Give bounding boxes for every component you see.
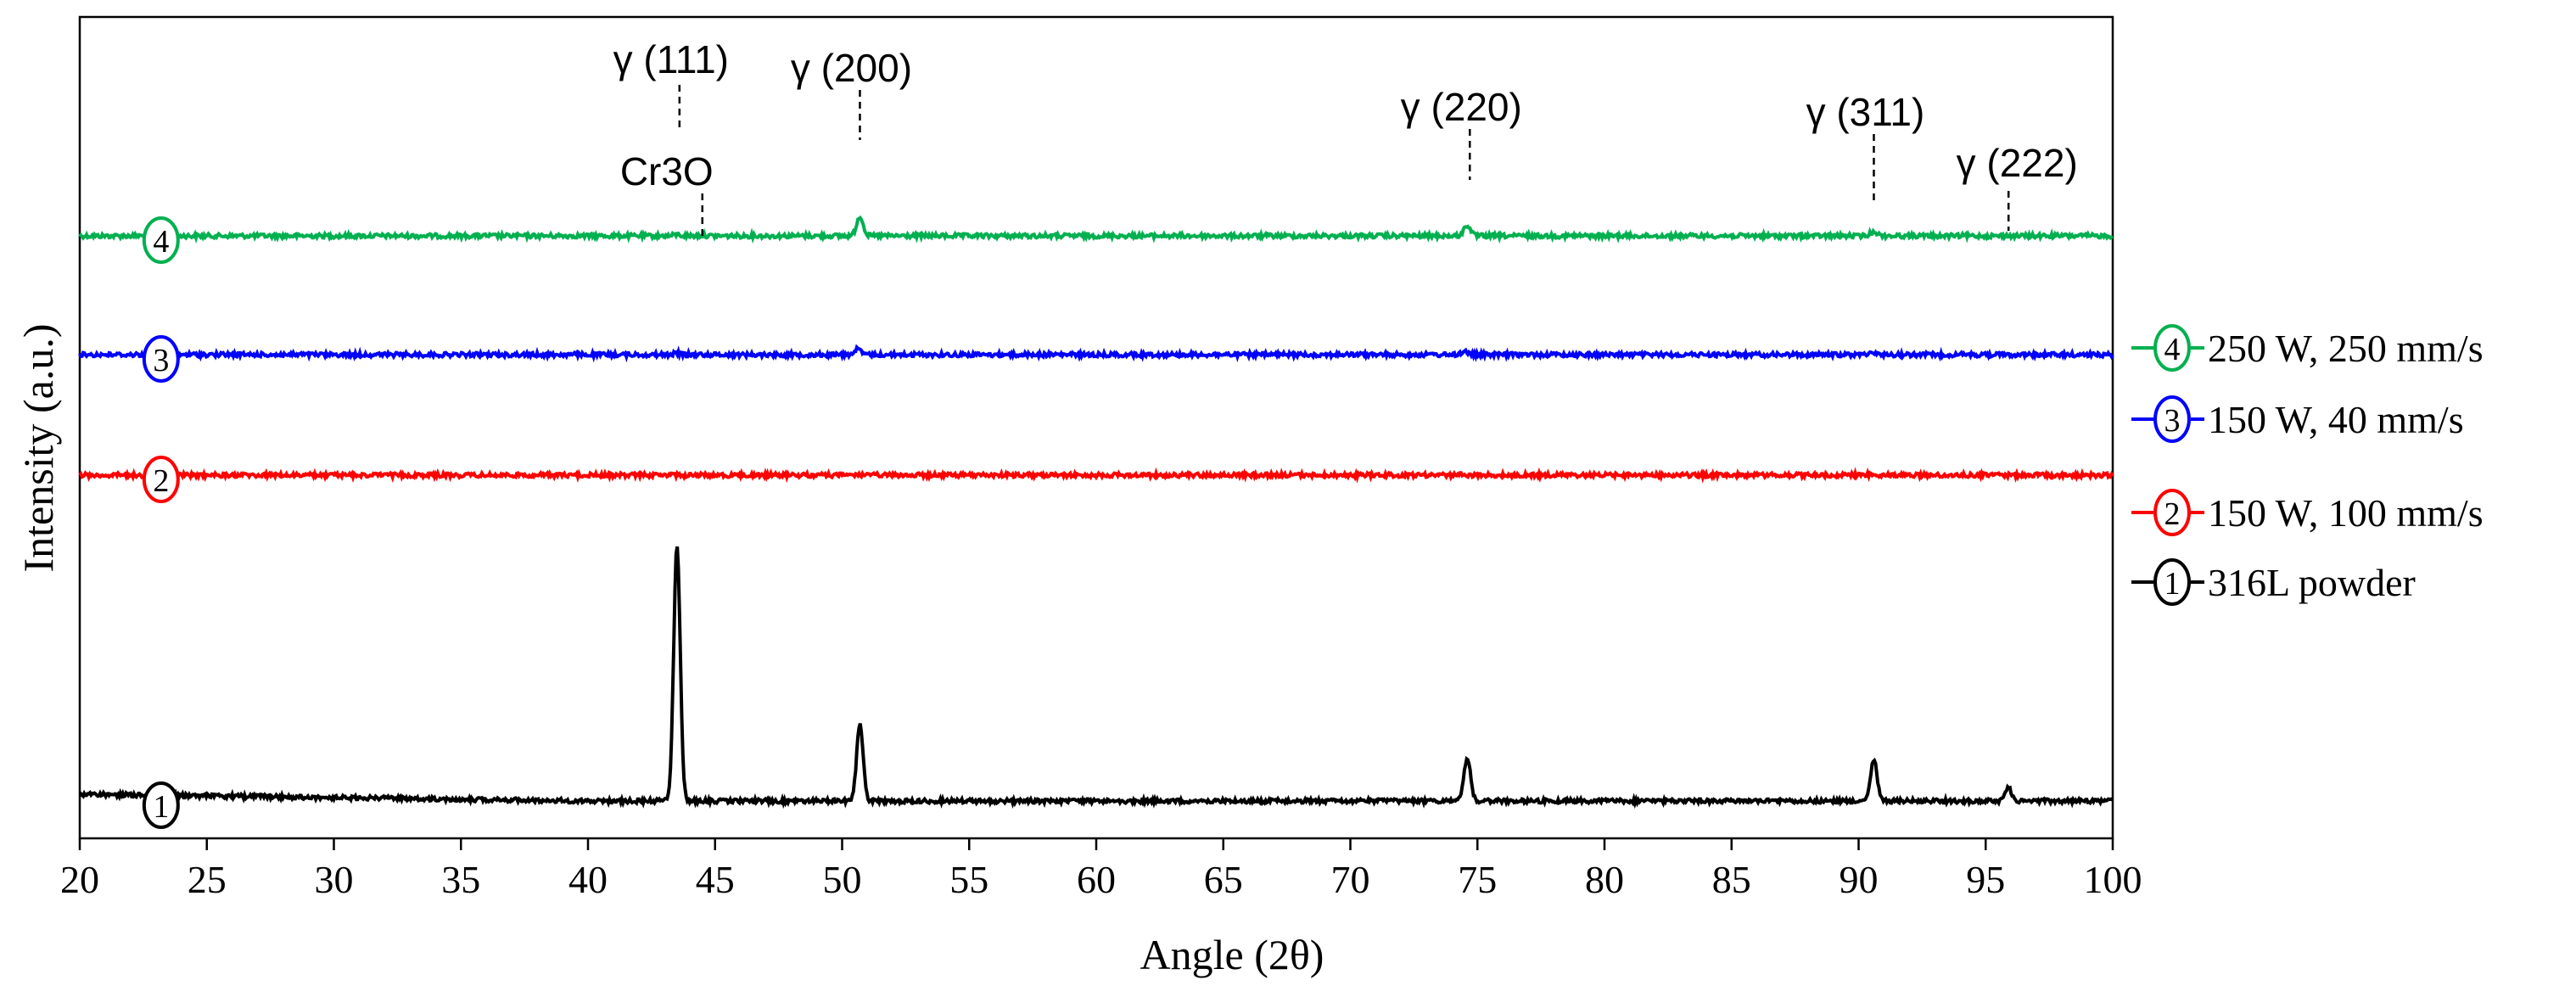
series-line-s1 [78, 546, 2114, 809]
x-tick-label: 55 [949, 858, 988, 901]
legend-entry-label: 150 W, 40 mm/s [2208, 398, 2464, 441]
legend-entry-label: 250 W, 250 mm/s [2208, 327, 2484, 370]
x-tick-label: 60 [1077, 858, 1116, 901]
x-tick-label: 30 [315, 858, 354, 901]
y-axis-label: Intensity (a.u.) [14, 324, 62, 573]
annotation-label: γ (200) [791, 46, 912, 90]
x-tick-label: 70 [1331, 858, 1370, 901]
legend-marker-circle [2153, 324, 2191, 372]
legend-marker-circle [2153, 489, 2191, 536]
series-marker-circle [142, 335, 180, 383]
annotations: γ (111) γ (200) γ (220) γ (311) γ (222) Cr3O [613, 37, 2078, 236]
axes: 20 25 30 35 40 45 50 55 60 65 70 75 80 85 90 95 100 [60, 15, 2142, 901]
series-line-s2 [78, 467, 2114, 484]
series-marker-circle [142, 781, 180, 829]
series-marker-label: 2 [153, 463, 169, 499]
annotation-label: γ (220) [1401, 85, 1522, 129]
legend-marker-circle [2153, 395, 2191, 443]
legend-marker-label: 1 [2164, 566, 2181, 602]
x-tick-label: 80 [1585, 858, 1624, 901]
annotation-label: γ (311) [1806, 90, 1925, 134]
x-tick-label: 85 [1712, 858, 1751, 901]
legend-marker-label: 4 [2164, 332, 2181, 367]
x-tick-label: 95 [1966, 858, 2005, 901]
series-line-s4 [78, 215, 2114, 244]
x-tick-label: 25 [188, 858, 227, 901]
x-tick-label: 45 [696, 858, 735, 901]
legend-marker-label: 3 [2164, 403, 2181, 439]
x-tick-label: 100 [2084, 858, 2142, 901]
series-marker-label: 4 [153, 224, 169, 260]
legend-entry-label: 316L powder [2208, 561, 2416, 604]
x-axis-label: Angle (2θ) [1140, 931, 1324, 978]
x-tick-label: 40 [568, 858, 608, 901]
plot-frame [78, 15, 2114, 840]
legend-entry-label: 150 W, 100 mm/s [2208, 491, 2484, 535]
legend-marker-label: 2 [2164, 496, 2181, 532]
series-marker-circle [142, 216, 180, 264]
series-line-s3 [78, 344, 2114, 363]
annotation-label: γ (111) [613, 37, 729, 81]
series-marker-circle [142, 456, 180, 503]
x-tick-label: 90 [1840, 858, 1879, 901]
x-tick-label: 20 [60, 858, 99, 901]
series-lines: 4 3 2 1 [78, 215, 2114, 829]
legend-marker-circle [2153, 558, 2191, 606]
annotation-label: γ (222) [1957, 141, 2078, 185]
series-marker-label: 1 [153, 789, 169, 825]
x-tick-label: 35 [441, 858, 480, 901]
series-marker-label: 3 [153, 343, 169, 378]
x-tick-label: 50 [823, 858, 862, 901]
annotation-label: Cr3O [620, 149, 714, 193]
x-tick-label: 65 [1204, 858, 1243, 901]
legend: 4 250 W, 250 mm/s 3 150 W, 40 mm/s 2 150 W, 1… [2131, 324, 2484, 606]
x-tick-label: 75 [1458, 858, 1497, 901]
